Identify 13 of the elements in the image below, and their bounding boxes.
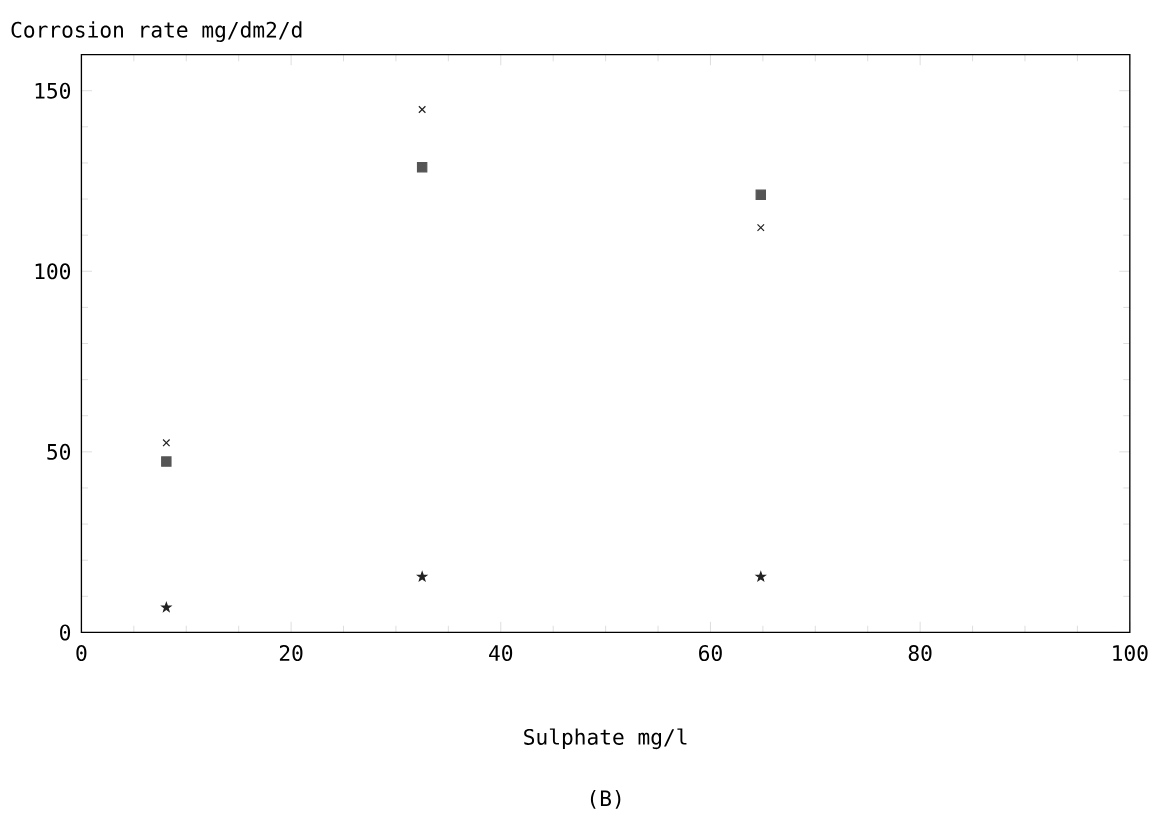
y-tick-label: 100 [35, 263, 71, 280]
text: (B) [590, 790, 621, 809]
x-tick-label: 80 [908, 645, 932, 662]
x-tick-label: 0 [76, 645, 87, 662]
x-axis-title: Sulphate mg/l [524, 728, 687, 750]
y-tick-label: 0 [60, 624, 71, 641]
x-tick-label: 20 [279, 645, 303, 662]
x-tick-label: 40 [489, 645, 513, 662]
x-tick-label: 60 [699, 645, 722, 662]
y-tick-label: 50 [47, 443, 71, 460]
x-tick-label: 100 [1113, 645, 1148, 662]
y-tick-label: 150 [35, 82, 71, 99]
chart-title: Corrosion rate mg/dm2/d [11, 21, 302, 43]
